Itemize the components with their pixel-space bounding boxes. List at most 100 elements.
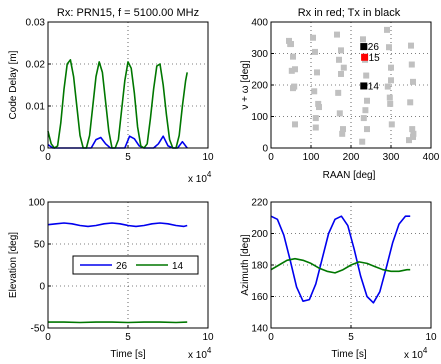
y-tick-label: 160 bbox=[251, 292, 268, 303]
elevation-x-exponent-power: 4 bbox=[207, 346, 212, 355]
x-tick-label: 400 bbox=[423, 152, 440, 163]
scatter-point-other bbox=[292, 66, 298, 73]
x-tick-label: 10 bbox=[202, 152, 214, 163]
y-tick-label: 100 bbox=[28, 198, 45, 209]
azimuth-xlabel: Time [s] bbox=[331, 349, 366, 360]
scatter-point-other bbox=[407, 99, 414, 106]
elevation-legend-label-26: 26 bbox=[116, 261, 128, 272]
azimuth-x-exponent: x 104 bbox=[404, 346, 428, 361]
scatter-point-tx-label: 26 bbox=[368, 42, 380, 53]
series-line-26 bbox=[47, 222, 188, 228]
scatter-point-other bbox=[290, 85, 296, 92]
scatter-point-other bbox=[340, 126, 346, 133]
scatter-point-other bbox=[310, 34, 316, 41]
scatter-point-other bbox=[312, 124, 319, 131]
scatter-point-other bbox=[408, 61, 415, 68]
elevation-legend-box bbox=[72, 255, 199, 275]
x-tick-label: 10 bbox=[425, 332, 437, 343]
x-tick-label: 5 bbox=[125, 152, 131, 163]
scatter-point-other bbox=[360, 115, 367, 122]
scatter-point-other bbox=[388, 121, 395, 128]
x-tick-label: 100 bbox=[303, 152, 320, 163]
series-line-14 bbox=[270, 257, 411, 274]
scatter-point-other bbox=[336, 56, 342, 63]
elevation-grid bbox=[48, 202, 208, 328]
x-tick-label: 0 bbox=[45, 152, 51, 163]
azimuth-series bbox=[270, 215, 411, 304]
series-line-1 bbox=[47, 58, 188, 149]
y-tick-label: 200 bbox=[251, 81, 268, 92]
raan-ticks: 0 100 200 300 400 0 100 200 300 400 bbox=[251, 18, 439, 164]
scatter-point-other bbox=[286, 37, 292, 44]
y-tick-label: -50 bbox=[31, 324, 46, 335]
scatter-point-other bbox=[292, 121, 298, 128]
azimuth-ylabel: Azimuth [deg] bbox=[240, 234, 251, 295]
scatter-point-other bbox=[388, 77, 394, 84]
x-tick-label: 0 bbox=[268, 332, 274, 343]
series-line-26 bbox=[270, 215, 411, 304]
scatter-point-other bbox=[410, 130, 417, 137]
code-delay-x-exponent: x 104 bbox=[188, 170, 212, 185]
x-tick-label: 0 bbox=[268, 152, 274, 163]
scatter-point-other bbox=[340, 64, 347, 71]
scatter-point-other bbox=[339, 130, 346, 137]
scatter-point-other bbox=[311, 88, 318, 95]
y-tick-label: 0.02 bbox=[26, 60, 46, 71]
elevation-legend-label-14: 14 bbox=[172, 261, 184, 272]
scatter-point-other bbox=[359, 138, 366, 145]
y-tick-label: 0 bbox=[39, 282, 45, 293]
elevation-x-exponent: x 104 bbox=[188, 346, 212, 361]
elevation-xlabel: Time [s] bbox=[110, 349, 145, 360]
y-tick-label: 400 bbox=[251, 18, 268, 29]
scatter-point-other bbox=[362, 107, 369, 114]
scatter-point-other bbox=[409, 126, 416, 133]
scatter-point-other bbox=[336, 110, 343, 117]
scatter-point-other bbox=[364, 97, 370, 104]
scatter-point-other bbox=[410, 133, 416, 140]
scatter-point-other bbox=[315, 100, 322, 107]
raan-xlabel: RAAN [deg] bbox=[323, 170, 376, 181]
scatter-point-tx-label: 14 bbox=[368, 81, 380, 92]
code-delay-series bbox=[47, 58, 188, 149]
scatter-point-other bbox=[288, 41, 294, 48]
y-tick-label: 180 bbox=[251, 261, 268, 272]
azimuth-x-exponent-base: x 10 bbox=[404, 350, 423, 361]
code-delay-axes bbox=[47, 21, 209, 149]
scatter-point-other bbox=[334, 31, 340, 38]
elevation-legend: 26 14 bbox=[72, 255, 199, 275]
elevation-series bbox=[47, 222, 188, 324]
scatter-point-other bbox=[312, 115, 319, 122]
scatter-point-other bbox=[408, 42, 414, 49]
code-delay-ylabel: Code Delay [m] bbox=[8, 50, 19, 119]
azimuth-ticks: 0 5 10 140 160 180 200 220 bbox=[251, 198, 437, 344]
scatter-point-other bbox=[338, 70, 344, 77]
scatter-point-other bbox=[314, 69, 320, 76]
scatter-point-other bbox=[364, 126, 370, 133]
raan-ylabel: ν + ω [deg] bbox=[240, 60, 251, 109]
scatter-point-tx bbox=[360, 43, 368, 51]
x-tick-label: 10 bbox=[202, 332, 214, 343]
scatter-point-rx-label: 15 bbox=[369, 53, 381, 64]
scatter-point-other bbox=[290, 53, 296, 60]
azimuth-x-exponent-power: 4 bbox=[423, 346, 428, 355]
x-tick-label: 200 bbox=[343, 152, 360, 163]
x-tick-label: 300 bbox=[383, 152, 400, 163]
y-tick-label: 100 bbox=[251, 112, 268, 123]
y-tick-label: 300 bbox=[251, 49, 268, 60]
scatter-point-other bbox=[384, 83, 391, 90]
raan-title: Rx in red; Tx in black bbox=[298, 7, 401, 19]
scatter-point-other bbox=[388, 64, 394, 71]
y-tick-label: 220 bbox=[251, 198, 268, 209]
azimuth-panel: Azimuth [deg] Time [s] 0 5 10 140 160 180 200 2… bbox=[240, 198, 437, 362]
x-tick-label: 5 bbox=[125, 332, 131, 343]
raan-points: 26 14 15 bbox=[286, 26, 417, 145]
code-delay-ticks: 0 5 10 0 0.01 0.02 0.03 bbox=[26, 18, 214, 164]
scatter-point-other bbox=[406, 137, 412, 144]
scatter-point-other bbox=[316, 104, 322, 111]
scatter-point-other bbox=[387, 100, 394, 107]
code-delay-x-exponent-base: x 10 bbox=[188, 174, 207, 185]
y-tick-label: 0 bbox=[39, 144, 45, 155]
